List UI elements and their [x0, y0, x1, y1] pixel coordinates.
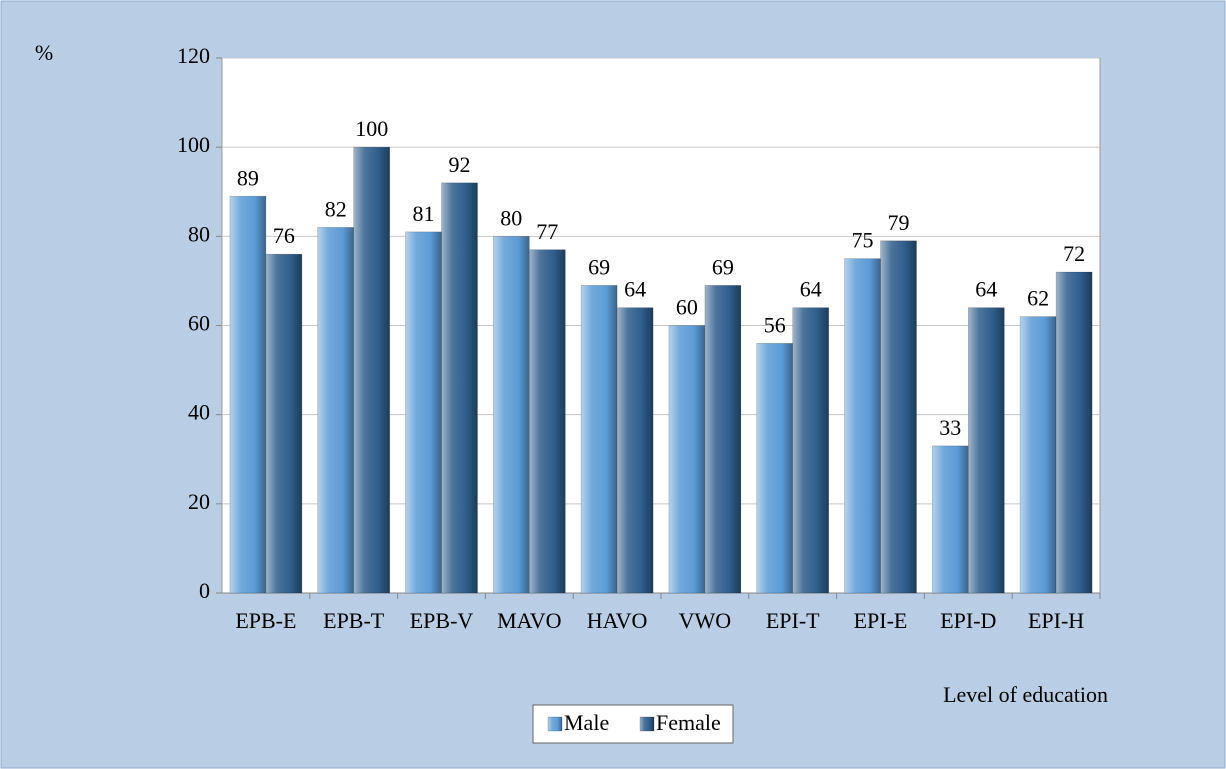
- data-label: 77: [536, 219, 558, 244]
- legend-swatch: [547, 716, 563, 732]
- data-label: 82: [325, 196, 347, 221]
- x-tick-label: EPI-E: [854, 608, 908, 633]
- bar: [616, 307, 654, 594]
- bar: [580, 285, 618, 594]
- legend-label: Male: [564, 710, 609, 735]
- data-label: 62: [1027, 286, 1049, 311]
- x-tick-label: EPB-T: [323, 608, 385, 633]
- x-tick-label: EPI-D: [940, 608, 996, 633]
- bar: [265, 253, 303, 594]
- bar: [844, 258, 881, 594]
- data-label: 64: [624, 277, 646, 302]
- bar: [1019, 316, 1057, 594]
- bar: [229, 195, 267, 594]
- data-label: 56: [764, 312, 786, 337]
- bar: [492, 236, 530, 594]
- bar: [704, 285, 742, 594]
- bar: [353, 146, 391, 594]
- data-label: 89: [237, 165, 259, 190]
- bar: [405, 231, 442, 594]
- bar: [880, 240, 917, 594]
- bar: [967, 307, 1005, 594]
- data-label: 33: [939, 415, 961, 440]
- y-tick-label: 40: [188, 400, 210, 425]
- data-label: 60: [676, 295, 698, 320]
- bar: [931, 445, 969, 594]
- x-tick-label: HAVO: [587, 608, 648, 633]
- data-label: 72: [1063, 241, 1085, 266]
- data-label: 81: [413, 201, 435, 226]
- data-label: 100: [355, 116, 388, 141]
- x-tick-label: MAVO: [497, 608, 561, 633]
- bar: [792, 307, 830, 594]
- data-label: 64: [800, 277, 822, 302]
- data-label: 92: [449, 152, 471, 177]
- legend-swatch: [639, 716, 655, 732]
- data-label: 69: [712, 254, 734, 279]
- x-tick-label: EPI-T: [766, 608, 820, 633]
- bar: [1055, 271, 1093, 594]
- y-tick-label: 80: [188, 221, 210, 246]
- x-axis-label: Level of education: [943, 682, 1108, 707]
- x-tick-label: EPB-V: [410, 608, 474, 633]
- y-tick-label: 60: [188, 311, 210, 336]
- bar: [441, 182, 478, 594]
- y-tick-label: 120: [177, 43, 210, 68]
- data-label: 80: [500, 205, 522, 230]
- bar: [756, 343, 794, 594]
- y-tick-label: 100: [177, 132, 210, 157]
- x-tick-label: EPB-E: [235, 608, 296, 633]
- data-label: 79: [888, 210, 910, 235]
- data-label: 76: [273, 223, 295, 248]
- data-label: 69: [588, 254, 610, 279]
- data-label: 64: [975, 277, 997, 302]
- x-tick-label: VWO: [679, 608, 732, 633]
- bar: [668, 325, 706, 594]
- y-tick-label: 0: [199, 578, 210, 603]
- legend-label: Female: [656, 710, 721, 735]
- y-axis-label: %: [35, 40, 53, 65]
- x-tick-label: EPI-H: [1028, 608, 1084, 633]
- bar: [317, 227, 355, 594]
- legend-box: [532, 704, 734, 744]
- y-tick-label: 20: [188, 489, 210, 514]
- data-label: 75: [852, 228, 874, 253]
- bar: [528, 249, 566, 594]
